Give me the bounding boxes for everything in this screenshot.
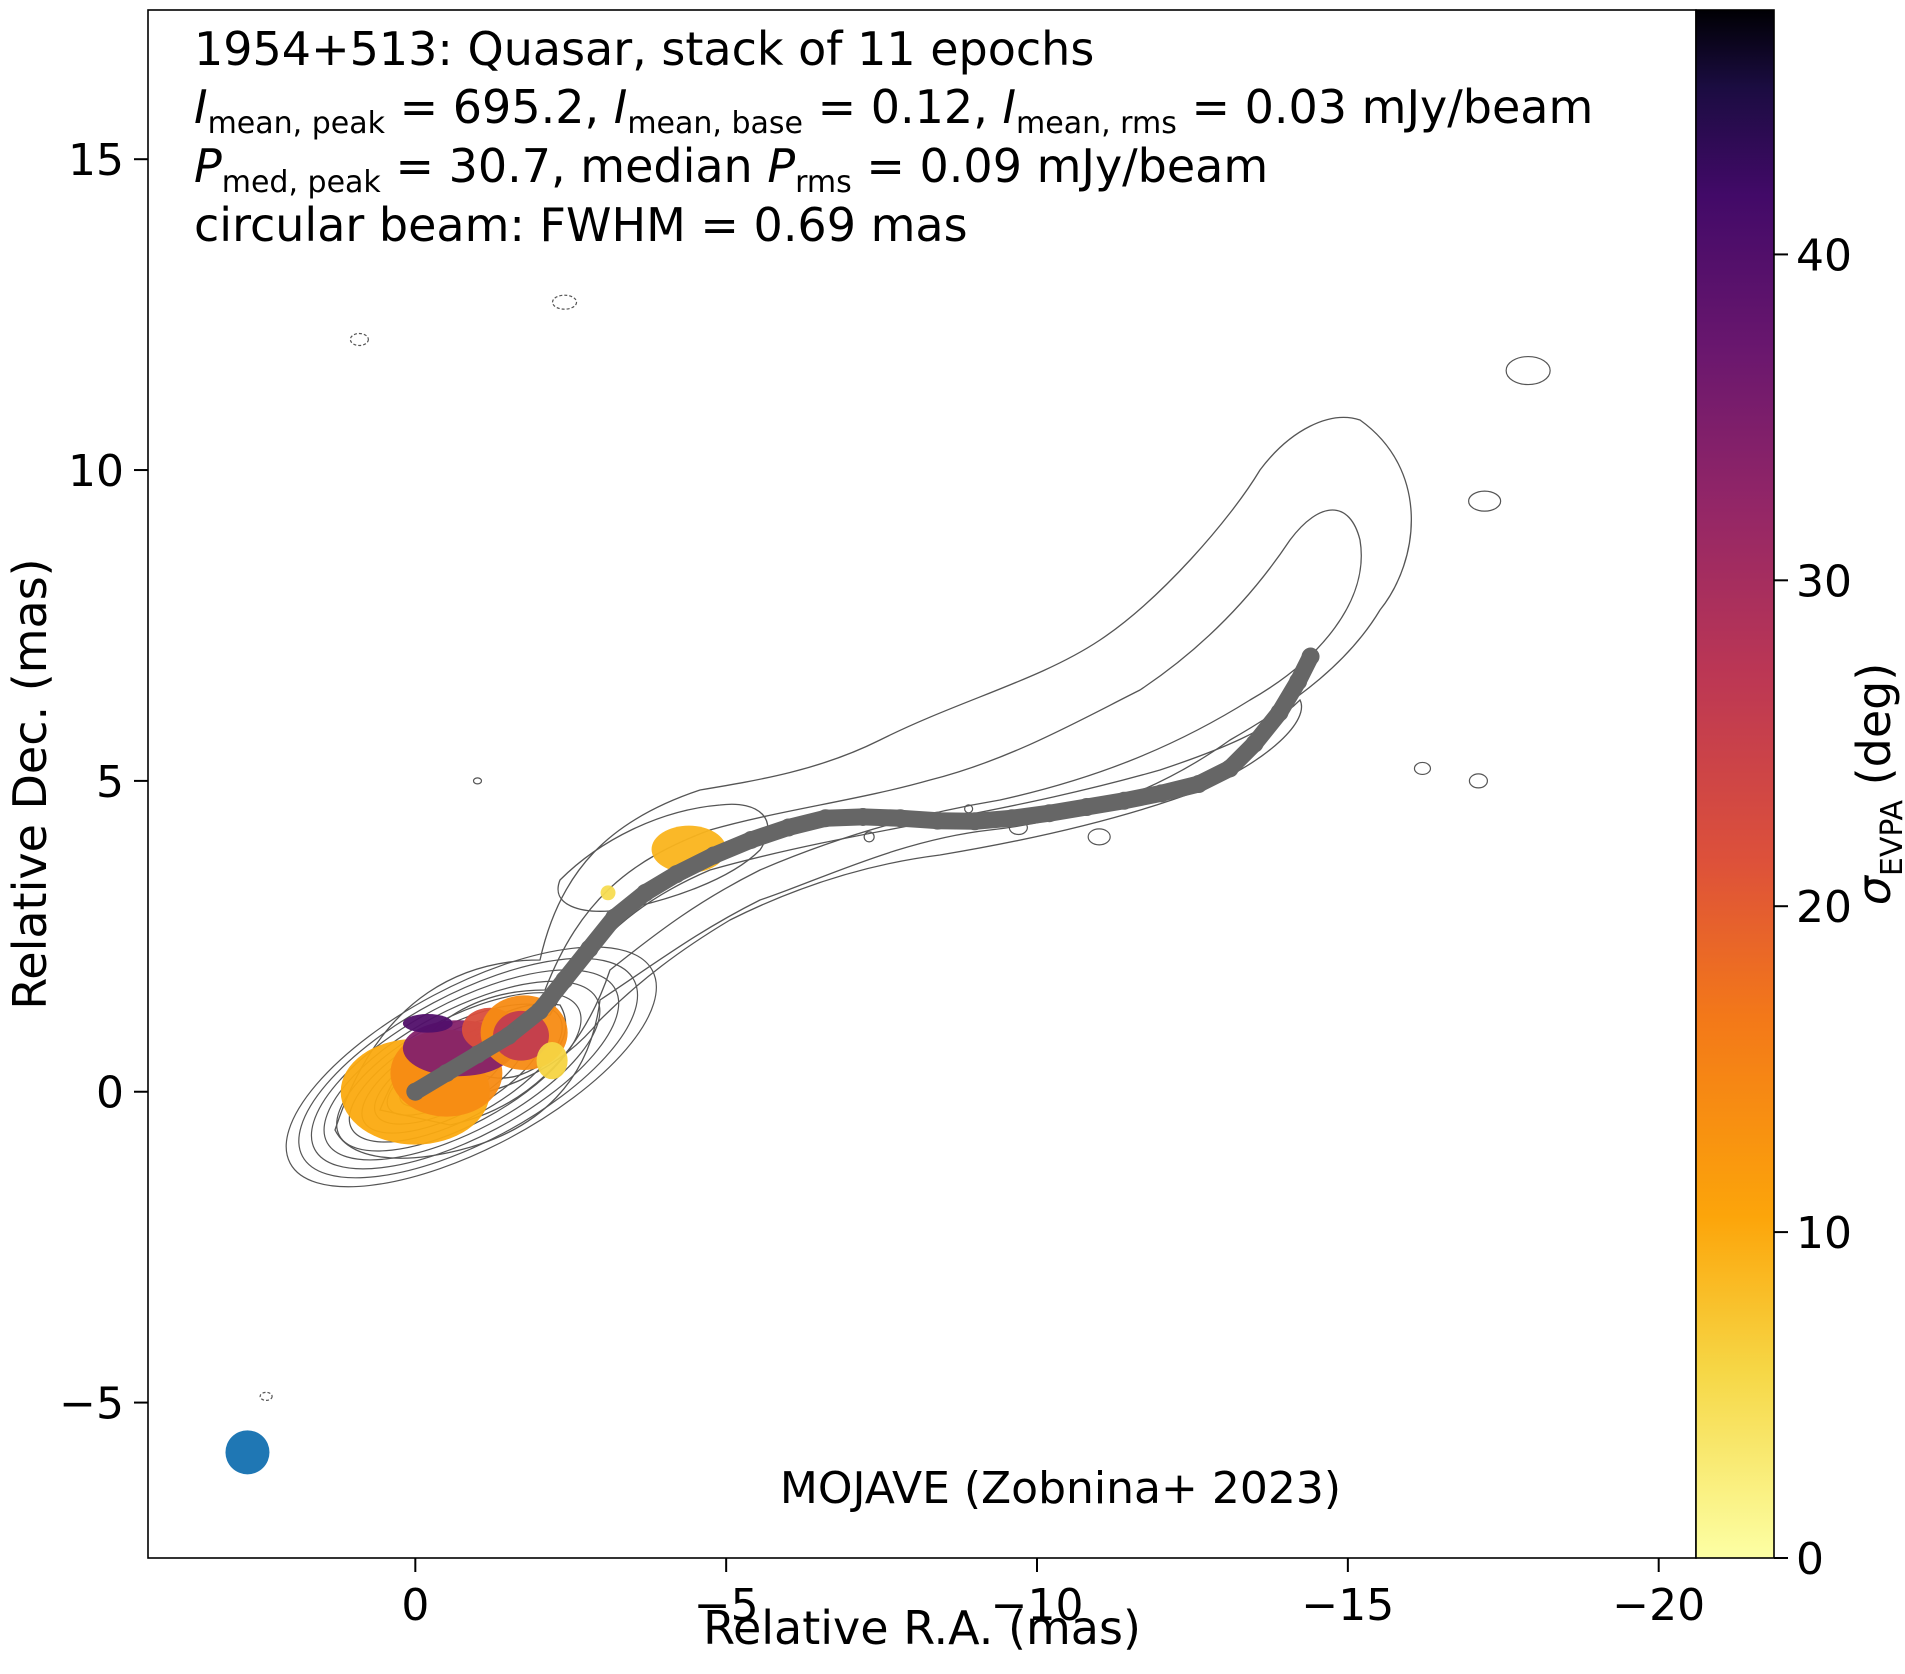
x-axis-title: Relative R.A. (mas) xyxy=(703,1601,1141,1655)
contour-line xyxy=(259,1391,273,1401)
y-tick-label: 5 xyxy=(96,757,124,808)
colorbar-tick-label: 0 xyxy=(1796,1534,1824,1585)
beam-info: circular beam: FWHM = 0.69 mas xyxy=(194,198,968,252)
y-tick-label: 15 xyxy=(68,135,124,186)
sigma-region xyxy=(402,1014,453,1033)
y-axis-ticks: −5 0 5 10 15 xyxy=(59,135,148,1430)
x-tick-label: −15 xyxy=(1301,1580,1394,1631)
contour-line xyxy=(285,946,657,1188)
ridge-point xyxy=(816,809,835,828)
ridge-point xyxy=(580,939,599,958)
ridge-line xyxy=(406,647,1320,1101)
contour-line xyxy=(551,294,578,310)
ridge-point xyxy=(468,1045,487,1064)
y-tick-label: −5 xyxy=(59,1379,124,1430)
ridge-point xyxy=(779,818,798,837)
contour-line xyxy=(298,957,639,1179)
beam-marker xyxy=(225,1430,270,1475)
contour-line xyxy=(1087,828,1111,846)
y-tick-label: 0 xyxy=(96,1068,124,1119)
polarization-stats: Pmed, peak = 30.7, median Prms = 0.09 mJ… xyxy=(194,139,1269,200)
ridge-point xyxy=(605,908,624,927)
plot-area xyxy=(225,294,1551,1475)
x-tick-label: −10 xyxy=(991,1580,1084,1631)
colorbar-tick-label: 10 xyxy=(1796,1208,1852,1259)
ridge-point xyxy=(1189,775,1208,793)
colorbar xyxy=(1695,9,1775,1559)
ridge-point xyxy=(1301,647,1320,666)
credit-text: MOJAVE (Zobnina+ 2023) xyxy=(779,1463,1341,1514)
ridge-point xyxy=(1152,784,1171,803)
contour-line xyxy=(557,803,769,912)
colorbar-ticks: 0 10 20 30 40 xyxy=(1774,230,1852,1585)
ridge-point xyxy=(555,970,574,989)
ridge-point xyxy=(1289,672,1308,691)
ridge-point xyxy=(636,883,655,902)
ridge-point xyxy=(1003,809,1022,828)
ridge-point xyxy=(1077,798,1096,817)
sigma-region xyxy=(536,1042,568,1080)
ridge-point xyxy=(965,812,984,831)
contour-line xyxy=(1505,355,1551,386)
contour-line xyxy=(424,698,1303,1101)
ridge-point xyxy=(891,809,910,828)
contour-line xyxy=(1468,773,1489,789)
x-tick-label: 0 xyxy=(401,1580,429,1631)
y-axis-title: Relative Dec. (mas) xyxy=(3,558,57,1009)
ridge-point xyxy=(1220,759,1239,778)
colorbar-title: σEVPA (deg) xyxy=(1847,663,1905,906)
intensity-stats: Imean, peak = 695.2, Imean, base = 0.12,… xyxy=(194,80,1594,141)
ridge-point xyxy=(530,1001,549,1020)
ridge-point xyxy=(1040,804,1059,823)
ridge-point xyxy=(1245,734,1264,753)
ridge-point xyxy=(1115,791,1134,810)
ridge-point xyxy=(1270,703,1289,722)
intensity-contours xyxy=(259,294,1551,1401)
x-axis-ticks: 0 −5 −10 −15 −20 xyxy=(401,1558,1705,1631)
colorbar-tick-label: 20 xyxy=(1796,882,1852,933)
contour-line xyxy=(1413,761,1432,776)
contour-line xyxy=(863,831,875,843)
chart-title: 1954+513: Quasar, stack of 11 epochs xyxy=(194,22,1095,76)
ridge-point xyxy=(853,807,872,826)
contour-line xyxy=(472,777,483,785)
x-tick-label: −5 xyxy=(694,1580,759,1631)
x-tick-label: −20 xyxy=(1612,1580,1705,1631)
colorbar-tick-label: 30 xyxy=(1796,556,1852,607)
y-tick-label: 10 xyxy=(68,446,124,497)
ridge-point xyxy=(667,865,686,884)
contour-line xyxy=(349,332,369,347)
colorbar-tick-label: 40 xyxy=(1796,230,1852,281)
ridge-point xyxy=(742,830,761,849)
contour-line xyxy=(334,416,1412,1159)
ridge-point xyxy=(437,1064,456,1083)
ridge-point xyxy=(406,1082,425,1101)
ridge-point xyxy=(704,846,723,865)
sigma-region xyxy=(600,885,616,901)
ridge-point xyxy=(928,811,947,830)
contour-line xyxy=(1468,490,1502,512)
ridge-point xyxy=(499,1026,518,1045)
